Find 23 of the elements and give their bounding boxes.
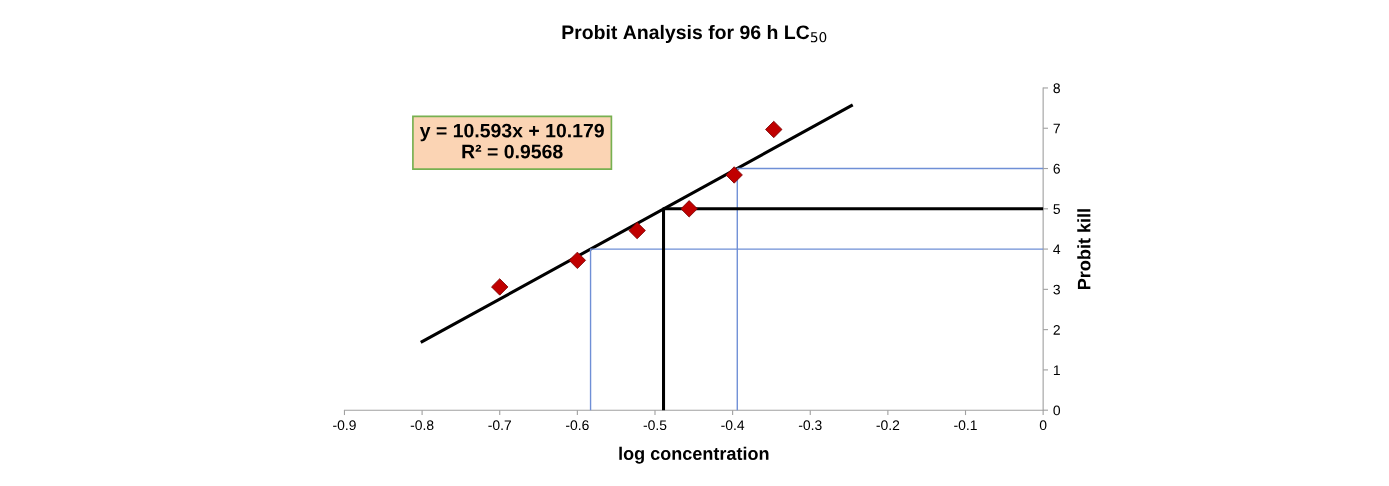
y-axis-title: Probit kill: [1077, 209, 1091, 289]
y-tick-label: 2: [1053, 324, 1060, 335]
x-tick-label: -0.9: [333, 420, 356, 431]
x-tick-label: -0.7: [488, 420, 511, 431]
x-tick-label: -0.4: [721, 420, 745, 431]
y-tick-label: 6: [1053, 163, 1060, 174]
x-tick-label: -0.2: [876, 420, 900, 431]
y-tick-label: 8: [1053, 83, 1060, 94]
y-tick-label: 3: [1053, 284, 1060, 295]
x-tick-label: -0.8: [410, 420, 434, 431]
y-tick-label: 4: [1053, 244, 1061, 255]
y-tick-label: 1: [1053, 365, 1060, 375]
y-tick-label: 0: [1053, 405, 1061, 416]
chart-title: Probit Analysis for 96 h LC$_{50}$: [562, 24, 827, 44]
x-tick-label: -0.5: [643, 420, 667, 431]
annotation: y = 10.593x + 10.179 R² = 0.9568: [419, 123, 604, 159]
y-tick-label: 7: [1053, 123, 1060, 134]
x-tick-label: -0.1: [954, 420, 977, 431]
x-tick-label: -0.6: [566, 420, 589, 431]
x-tick-label: -0.3: [798, 420, 822, 431]
x-axis-title: log concentration: [619, 446, 769, 464]
y-tick-label: 5: [1053, 204, 1060, 214]
x-tick-label: 0: [1039, 420, 1047, 431]
